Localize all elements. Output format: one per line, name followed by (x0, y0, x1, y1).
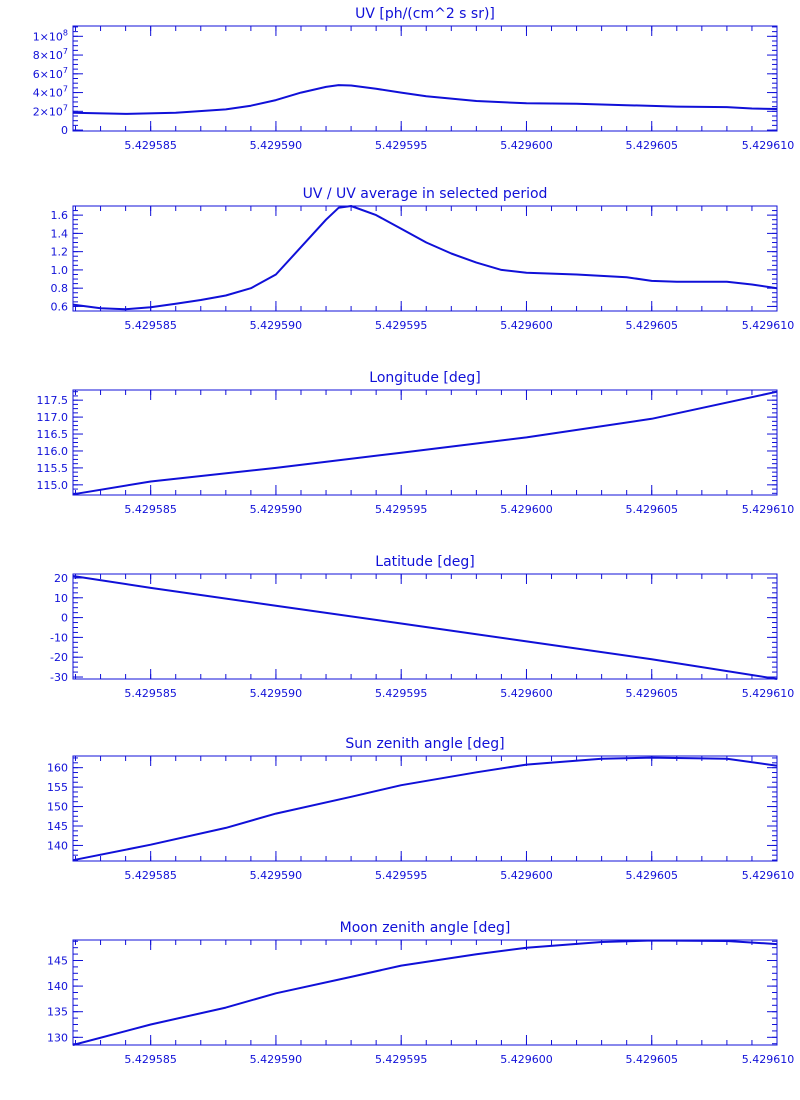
x-tick-label: 5.429595 (375, 869, 428, 882)
y-tick-label: 115.0 (37, 479, 69, 492)
x-tick-label: 5.429610 (742, 139, 795, 152)
y-tick-label: 0 (61, 124, 68, 137)
y-tick-label: 160 (47, 762, 68, 775)
x-tick-label: 5.429585 (124, 139, 177, 152)
panel-title: Longitude [deg] (369, 370, 480, 386)
y-tick-label: 20 (54, 572, 68, 585)
y-tick-label: 4×107 (33, 85, 68, 100)
x-tick-label: 5.429605 (625, 319, 678, 332)
x-tick-label: 5.429590 (250, 869, 303, 882)
x-tick-label: 5.429605 (625, 869, 678, 882)
y-tick-label: 6×107 (33, 66, 68, 81)
x-tick-label: 5.429605 (625, 1053, 678, 1066)
y-tick-label: -10 (50, 631, 68, 644)
y-tick-label: 10 (54, 592, 68, 605)
y-tick-exponent: 7 (63, 47, 68, 56)
y-tick-label: 1×108 (33, 28, 68, 43)
series-line (72, 939, 778, 1046)
x-tick-label: 5.429610 (742, 687, 795, 700)
y-tick-label: 117.0 (37, 411, 69, 424)
x-tick-label: 5.429605 (625, 687, 678, 700)
y-tick-label: 155 (47, 781, 68, 794)
plot-frame (72, 205, 778, 312)
x-tick-label: 5.429590 (250, 1053, 303, 1066)
x-tick-label: 5.429600 (500, 139, 553, 152)
x-tick-label: 5.429600 (500, 1053, 553, 1066)
x-tick-label: 5.429595 (375, 687, 428, 700)
x-tick-label: 5.429600 (500, 503, 553, 516)
y-tick-label: 145 (47, 820, 68, 833)
y-tick-exponent: 8 (63, 28, 68, 37)
series-line (72, 84, 778, 115)
series-line (72, 390, 778, 496)
series-line (72, 205, 778, 311)
plot-frame (72, 573, 778, 680)
y-tick-label: 130 (47, 1031, 68, 1044)
plot-frame (72, 755, 778, 862)
panel-3: Longitude [deg] 5.429585 5.429590 5.429595 5… (37, 370, 795, 516)
y-tick-label: -20 (50, 651, 68, 664)
y-tick-label: 117.5 (37, 394, 69, 407)
series-line (72, 756, 778, 862)
plot-frame (72, 939, 778, 1046)
x-tick-label: 5.429585 (124, 503, 177, 516)
x-tick-label: 5.429590 (250, 503, 303, 516)
y-tick-label: 145 (47, 954, 68, 967)
series-line (72, 575, 778, 680)
x-tick-label: 5.429595 (375, 1053, 428, 1066)
y-tick-label: 0 (61, 612, 68, 625)
y-tick-label: 1.4 (51, 227, 69, 240)
panel-title: UV [ph/(cm^2 s sr)] (355, 6, 495, 22)
x-tick-label: 5.429600 (500, 869, 553, 882)
y-tick-label: 140 (47, 839, 68, 852)
y-tick-label: 135 (47, 1006, 68, 1019)
x-tick-label: 5.429595 (375, 139, 428, 152)
x-tick-label: 5.429595 (375, 319, 428, 332)
y-tick-label: 2×107 (33, 103, 68, 118)
x-tick-label: 5.429610 (742, 319, 795, 332)
x-tick-label: 5.429585 (124, 1053, 177, 1066)
panel-5: Sun zenith angle [deg] 5.429585 5.429590 5.… (47, 736, 794, 882)
y-tick-label: 116.0 (37, 445, 69, 458)
x-tick-label: 5.429585 (124, 869, 177, 882)
y-tick-label: 1.2 (51, 246, 69, 259)
y-tick-label: 150 (47, 801, 68, 814)
y-tick-label: 116.5 (37, 428, 69, 441)
y-tick-label: 8×107 (33, 47, 68, 62)
y-tick-label: 1.0 (51, 264, 69, 277)
panel-title: Sun zenith angle [deg] (345, 736, 504, 752)
y-tick-label: 115.5 (37, 462, 69, 475)
x-tick-label: 5.429595 (375, 503, 428, 516)
y-tick-label: -30 (50, 671, 68, 684)
y-tick-label: 1.6 (51, 209, 69, 222)
panel-title: Latitude [deg] (375, 554, 474, 570)
panel-4: Latitude [deg] 5.429585 5.429590 5.429595 5.… (50, 554, 794, 700)
y-tick-label: 0.6 (51, 300, 69, 313)
y-tick-exponent: 7 (63, 66, 68, 75)
y-tick-label: 0.8 (51, 282, 69, 295)
x-tick-label: 5.429600 (500, 319, 553, 332)
panel-title: Moon zenith angle [deg] (340, 920, 511, 936)
x-tick-label: 5.429590 (250, 687, 303, 700)
panel-6: Moon zenith angle [deg] 5.429585 5.429590 5… (47, 920, 794, 1066)
x-tick-label: 5.429605 (625, 139, 678, 152)
y-tick-label: 140 (47, 980, 68, 993)
x-tick-label: 5.429605 (625, 503, 678, 516)
x-tick-label: 5.429590 (250, 319, 303, 332)
x-tick-label: 5.429610 (742, 1053, 795, 1066)
panel-2: UV / UV average in selected period 5.4295… (51, 186, 795, 332)
x-tick-label: 5.429610 (742, 869, 795, 882)
panel-1: UV [ph/(cm^2 s sr)] 5.429585 5.429590 5.429… (33, 6, 795, 152)
y-tick-exponent: 7 (63, 103, 68, 112)
plot-frame (72, 25, 778, 132)
x-tick-label: 5.429585 (124, 319, 177, 332)
y-tick-exponent: 7 (63, 85, 68, 94)
x-tick-label: 5.429600 (500, 687, 553, 700)
panel-title: UV / UV average in selected period (303, 186, 548, 202)
x-tick-label: 5.429610 (742, 503, 795, 516)
x-tick-label: 5.429590 (250, 139, 303, 152)
x-tick-label: 5.429585 (124, 687, 177, 700)
